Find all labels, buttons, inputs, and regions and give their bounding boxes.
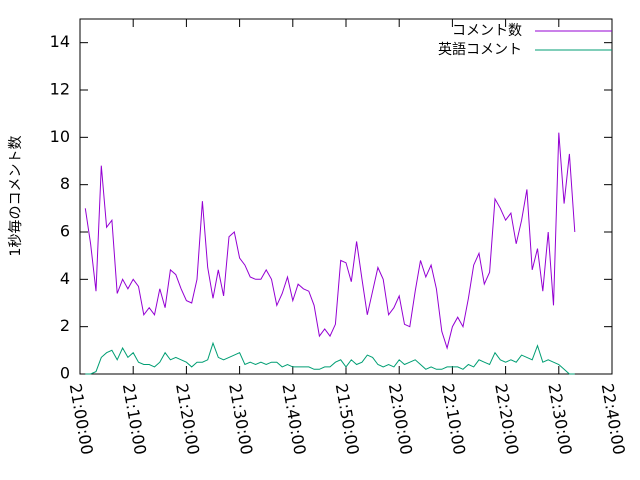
y-tick-label: 4	[60, 269, 70, 288]
y-tick-label: 10	[50, 127, 70, 146]
y-tick-label: 0	[60, 364, 70, 383]
series-line	[85, 341, 575, 375]
plot-border	[79, 18, 613, 375]
y-tick-label: 12	[50, 80, 70, 99]
y-axis-label: 1秒毎のコメント数	[8, 136, 24, 257]
y-tick-label: 8	[60, 174, 70, 193]
y-tick-label: 14	[50, 32, 70, 51]
legend-label: 英語コメント	[438, 41, 522, 58]
legend-label: コメント数	[452, 23, 522, 39]
y-tick-label: 6	[60, 222, 70, 241]
y-tick-label: 2	[60, 316, 70, 335]
series-line	[84, 132, 576, 350]
